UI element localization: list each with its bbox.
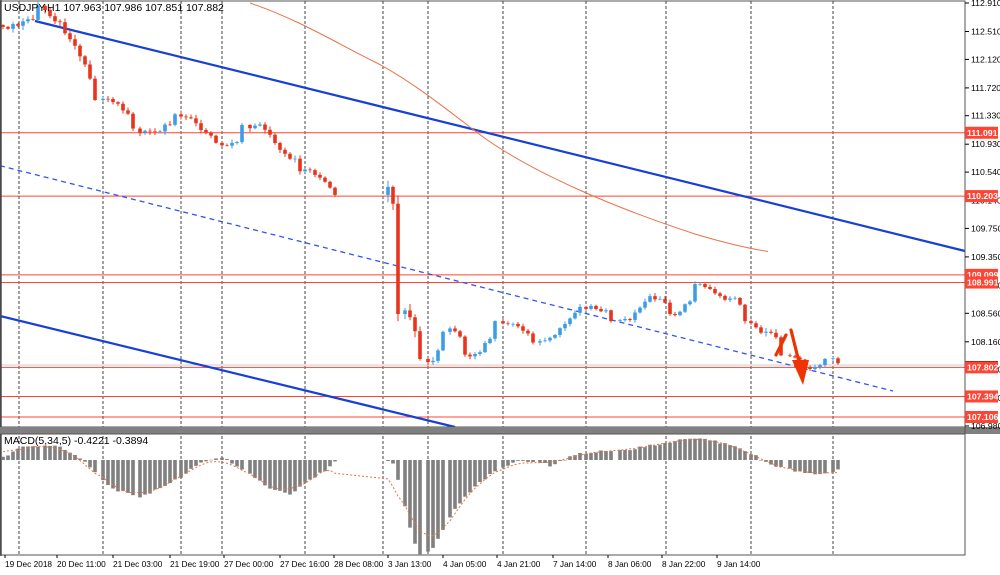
svg-text:108.560: 108.560	[971, 308, 1000, 318]
svg-text:108.160: 108.160	[971, 337, 1000, 347]
svg-text:112.120: 112.120	[971, 54, 1000, 64]
svg-text:27 Dec 00:00: 27 Dec 00:00	[224, 559, 274, 569]
svg-text:107.394: 107.394	[967, 391, 999, 401]
svg-text:4 Jan 21:00: 4 Jan 21:00	[497, 559, 541, 569]
svg-text:111.720: 111.720	[971, 83, 1000, 93]
svg-text:109.350: 109.350	[971, 252, 1000, 262]
svg-text:110.203: 110.203	[967, 191, 998, 201]
svg-text:8 Jan 06:00: 8 Jan 06:00	[608, 559, 652, 569]
svg-text:111.091: 111.091	[967, 128, 998, 138]
svg-text:111.330: 111.330	[971, 111, 1000, 121]
svg-text:4 Jan 05:00: 4 Jan 05:00	[443, 559, 487, 569]
svg-text:20 Dec 11:00: 20 Dec 11:00	[57, 559, 106, 569]
svg-text:108.991: 108.991	[967, 278, 999, 288]
svg-text:19 Dec 2018: 19 Dec 2018	[5, 559, 52, 569]
svg-text:21 Dec 03:00: 21 Dec 03:00	[113, 559, 163, 569]
svg-text:110.540: 110.540	[971, 167, 1000, 177]
svg-text:107.802: 107.802	[967, 362, 999, 372]
svg-text:9 Jan 14:00: 9 Jan 14:00	[717, 559, 761, 569]
svg-text:112.910: 112.910	[971, 0, 1000, 8]
svg-text:21 Dec 19:00: 21 Dec 19:00	[170, 559, 220, 569]
svg-text:USDJPY,H1 107.963 107.986 107: USDJPY,H1 107.963 107.986 107.851 107.88…	[4, 2, 224, 14]
svg-text:3 Jan 13:00: 3 Jan 13:00	[388, 559, 432, 569]
svg-text:109.750: 109.750	[971, 223, 1000, 233]
svg-text:7 Jan 14:00: 7 Jan 14:00	[553, 559, 597, 569]
svg-text:8 Jan 22:00: 8 Jan 22:00	[662, 559, 706, 569]
svg-text:110.930: 110.930	[971, 139, 1000, 149]
svg-text:107.106: 107.106	[967, 412, 999, 422]
svg-text:MACD(5,34,5) -0.4221 -0.3894: MACD(5,34,5) -0.4221 -0.3894	[4, 435, 148, 447]
svg-text:28 Dec 08:00: 28 Dec 08:00	[334, 559, 384, 569]
svg-text:112.510: 112.510	[971, 27, 1000, 37]
svg-text:27 Dec 16:00: 27 Dec 16:00	[280, 559, 330, 569]
